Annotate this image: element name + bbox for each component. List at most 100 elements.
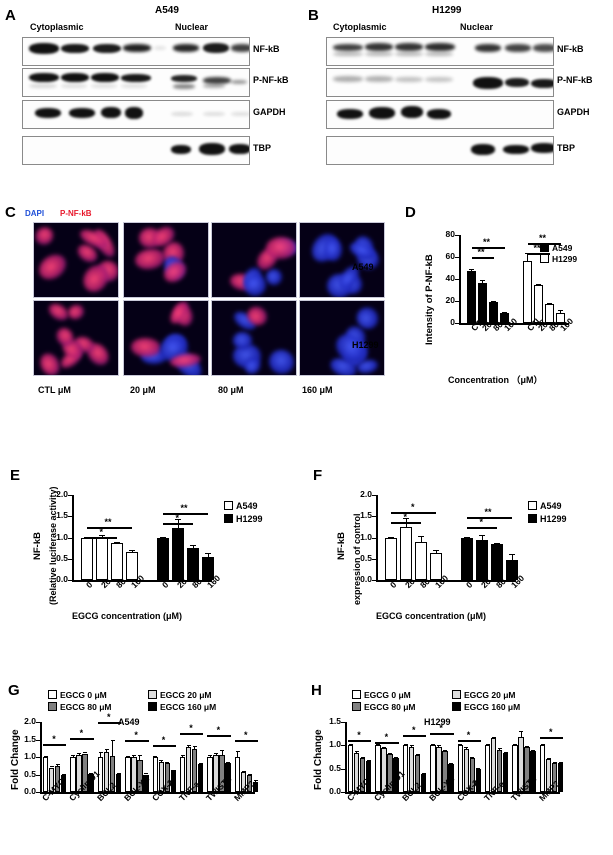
bar-COX-2-2 <box>469 757 475 792</box>
cell-nucleus <box>323 237 343 262</box>
error-cap <box>490 300 497 302</box>
legend-swatch-1 <box>148 690 157 699</box>
panel-label-g: G <box>8 682 20 699</box>
blot-band <box>203 84 225 88</box>
error-cap <box>198 763 203 765</box>
y-tick <box>372 580 376 581</box>
blot-band <box>171 112 193 116</box>
bar-A549-3 <box>430 553 442 580</box>
error-cap <box>513 744 518 746</box>
blot-panel-a-p-nf-kb <box>22 68 250 97</box>
blot-band <box>503 145 529 154</box>
blot-band <box>475 44 501 52</box>
y-tick-label: 40 <box>445 273 455 283</box>
sig-star: * <box>175 513 180 523</box>
bar-TWIST1-1 <box>518 736 524 792</box>
sig-star: * <box>549 727 553 737</box>
sig-star: ** <box>533 243 541 253</box>
error-cap <box>235 751 240 753</box>
bar-TWIST1-0 <box>512 745 518 792</box>
cell-nucleus <box>66 302 87 322</box>
sig-star: * <box>79 728 84 738</box>
bar-BCL2-1 <box>408 746 415 792</box>
error-cap <box>49 766 54 768</box>
bar-TWIST1-2 <box>524 746 530 792</box>
bar-TWIST1-3 <box>225 762 231 792</box>
y-tick <box>455 301 459 302</box>
bar-COX-2-2 <box>164 763 170 792</box>
error-cap <box>464 747 469 749</box>
error-cap <box>479 279 486 281</box>
blot-band <box>61 44 89 53</box>
y-tick <box>36 774 40 776</box>
sig-line <box>375 742 399 744</box>
blot-band <box>121 84 147 88</box>
bar-H1299-0 <box>157 537 169 580</box>
bar-COX-2-1 <box>463 748 469 792</box>
y-tick <box>372 495 376 496</box>
bar-H1299-1 <box>172 528 184 580</box>
bar-TWIST1-1 <box>213 755 219 792</box>
blot-band <box>471 144 495 155</box>
legend-label-0: A549 <box>552 242 573 253</box>
error-bar <box>520 731 522 737</box>
error-bar <box>182 754 184 757</box>
error-bar <box>100 752 101 757</box>
bar-BCL-XL-1 <box>131 757 137 792</box>
error-bar <box>527 253 528 261</box>
panel-b-fraction-nuclear: Nuclear <box>460 22 494 32</box>
error-cap <box>84 536 90 538</box>
legend-label-1: H1299 <box>540 513 567 524</box>
blot-band <box>203 77 231 84</box>
error-cap <box>159 760 164 762</box>
error-cap <box>360 757 365 758</box>
panel-label-e: E <box>10 467 21 484</box>
blot-panel-b-p-nf-kb <box>326 68 554 97</box>
y-tick <box>36 722 40 723</box>
bar-H1299-3 <box>202 557 214 580</box>
blot-band <box>91 84 117 88</box>
legend-label-2: EGCG 80 μM <box>60 701 112 712</box>
bar-BCL2-3 <box>420 774 427 792</box>
error-cap <box>458 744 463 746</box>
y-tick <box>455 235 459 236</box>
legend-swatch-3 <box>452 702 461 711</box>
cell-nucleus <box>264 266 285 287</box>
sig-line <box>180 733 204 735</box>
bar-H1299-2 <box>491 544 503 580</box>
blot-band <box>365 43 393 51</box>
error-cap <box>403 517 409 519</box>
panel-label-d: D <box>405 204 416 221</box>
bar-MMP2-3 <box>557 763 564 792</box>
error-cap <box>501 311 508 313</box>
blot-label-b-nf-kb: NF-kB <box>557 44 584 54</box>
error-cap <box>394 757 399 758</box>
panel-h-title: H1299 <box>424 717 451 727</box>
error-cap <box>491 736 496 738</box>
blot-band <box>61 73 89 82</box>
bar-BCL-XL-3 <box>448 763 454 792</box>
error-bar <box>420 536 422 542</box>
error-cap <box>415 754 420 756</box>
blot-label-a-nf-kb: NF-kB <box>253 44 280 54</box>
bar-BCL-XL-2 <box>137 759 143 792</box>
error-bar <box>481 534 483 541</box>
blot-band <box>93 44 121 53</box>
sig-star: * <box>161 735 166 745</box>
sig-line <box>471 257 494 259</box>
bar-H1299-3 <box>556 313 565 323</box>
error-bar <box>482 279 483 283</box>
error-cap <box>485 744 490 746</box>
error-cap <box>558 762 563 764</box>
blot-band <box>395 77 423 82</box>
error-cap <box>388 536 394 538</box>
panel-label-h: H <box>311 682 322 699</box>
sig-line <box>70 738 94 740</box>
x-axis <box>459 323 569 325</box>
bar-Cyclin D1-1 <box>76 755 82 792</box>
error-bar <box>560 310 561 314</box>
sig-star: * <box>439 723 443 733</box>
sig-line <box>87 537 117 539</box>
y-tick-label: 20 <box>445 295 455 305</box>
blot-band <box>29 43 59 54</box>
